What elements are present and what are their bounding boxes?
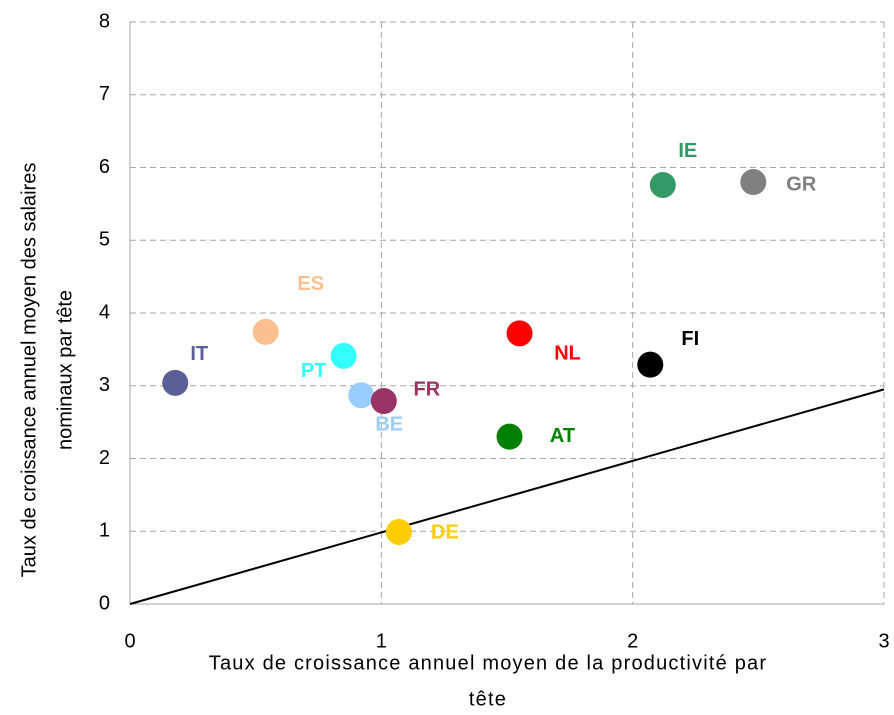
point-label: ES bbox=[297, 273, 324, 295]
point-label: FI bbox=[681, 328, 699, 350]
y-tick-label: 1 bbox=[99, 520, 110, 542]
point-label: BE bbox=[375, 413, 403, 435]
point-label: NL bbox=[554, 343, 581, 365]
x-tick-label: 2 bbox=[627, 630, 638, 652]
y-tick-label: 6 bbox=[99, 156, 110, 178]
point-label: FR bbox=[414, 378, 441, 400]
y-tick-label: 3 bbox=[99, 374, 110, 396]
x-axis-label: tête bbox=[469, 688, 507, 710]
point bbox=[162, 369, 189, 396]
x-axis-label: Taux de croissance annuel moyen de la pr… bbox=[209, 652, 767, 674]
point bbox=[330, 342, 357, 369]
point-label: PT bbox=[301, 360, 327, 382]
point bbox=[496, 423, 523, 450]
point bbox=[740, 169, 767, 196]
y-tick-label: 2 bbox=[99, 447, 110, 469]
point bbox=[385, 518, 412, 545]
point-label: AT bbox=[550, 425, 575, 447]
point-label: IT bbox=[190, 343, 208, 365]
point-label: DE bbox=[431, 521, 459, 543]
point bbox=[649, 171, 676, 198]
point bbox=[637, 351, 664, 378]
y-axis-label: Taux de croissance annuel moyen des sala… bbox=[18, 163, 40, 578]
y-tick-label: 7 bbox=[99, 83, 110, 105]
point bbox=[348, 382, 375, 409]
y-axis-label: nominaux par tête bbox=[54, 290, 76, 450]
point bbox=[252, 318, 279, 345]
x-tick-label: 3 bbox=[878, 630, 889, 652]
point bbox=[370, 388, 397, 415]
y-tick-label: 0 bbox=[99, 592, 110, 614]
reference-line bbox=[129, 388, 885, 605]
x-tick-label: 0 bbox=[124, 630, 135, 652]
y-tick-label: 5 bbox=[99, 229, 110, 251]
y-tick-label: 4 bbox=[99, 301, 110, 323]
y-tick-label: 8 bbox=[99, 10, 110, 32]
x-tick-label: 1 bbox=[376, 630, 387, 652]
point-label: IE bbox=[678, 140, 697, 162]
point-label: GR bbox=[786, 173, 817, 195]
point bbox=[506, 320, 533, 347]
